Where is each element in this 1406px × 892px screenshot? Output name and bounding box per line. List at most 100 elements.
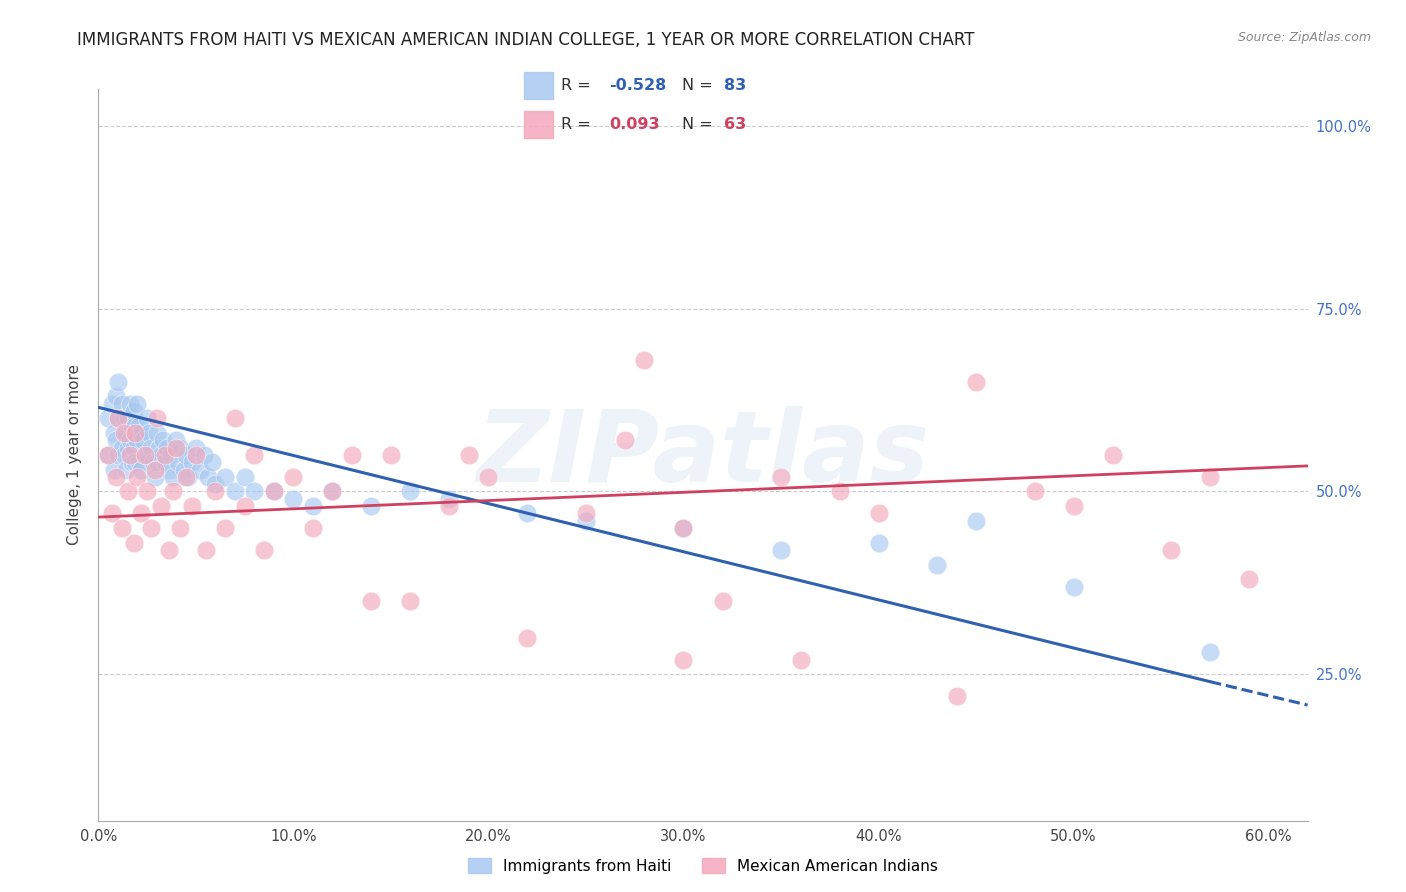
Text: R =: R = xyxy=(561,117,596,132)
Point xyxy=(103,462,125,476)
Point xyxy=(157,462,180,476)
Text: 83: 83 xyxy=(724,78,747,93)
Point xyxy=(107,375,129,389)
Point xyxy=(243,448,266,462)
Point xyxy=(174,470,197,484)
Point xyxy=(104,470,127,484)
Point xyxy=(575,507,598,521)
Point xyxy=(1237,572,1260,586)
Point xyxy=(139,441,162,455)
Point xyxy=(134,448,156,462)
Point xyxy=(157,543,180,558)
Point xyxy=(136,484,159,499)
Point xyxy=(112,425,135,440)
Point xyxy=(340,448,363,462)
Point xyxy=(360,594,382,608)
Point xyxy=(156,441,179,455)
Point xyxy=(153,455,176,469)
Point xyxy=(516,507,538,521)
Text: Source: ZipAtlas.com: Source: ZipAtlas.com xyxy=(1237,31,1371,45)
Point xyxy=(214,521,236,535)
Point xyxy=(184,441,207,455)
Point xyxy=(672,521,695,535)
Point xyxy=(233,470,256,484)
Point xyxy=(439,499,461,513)
Point xyxy=(114,425,136,440)
Text: -0.528: -0.528 xyxy=(609,78,666,93)
Point xyxy=(575,514,598,528)
Point xyxy=(224,411,246,425)
Point xyxy=(477,470,499,484)
Point xyxy=(159,448,181,462)
Text: N =: N = xyxy=(682,117,718,132)
Point xyxy=(131,507,153,521)
Point xyxy=(146,455,169,469)
Text: ZIPatlas: ZIPatlas xyxy=(477,407,929,503)
Point xyxy=(101,507,124,521)
Point xyxy=(458,448,481,462)
Point xyxy=(122,535,145,549)
Point xyxy=(142,455,165,469)
Point xyxy=(104,389,127,403)
Point xyxy=(253,543,276,558)
Point xyxy=(1199,470,1222,484)
Point xyxy=(167,455,190,469)
Point xyxy=(121,418,143,433)
Point xyxy=(1199,645,1222,659)
Point xyxy=(107,411,129,425)
Point xyxy=(169,441,191,455)
Point xyxy=(439,491,461,506)
Point xyxy=(111,441,134,455)
Point xyxy=(104,434,127,448)
Point xyxy=(122,441,145,455)
Point xyxy=(131,462,153,476)
Point xyxy=(181,455,204,469)
Text: IMMIGRANTS FROM HAITI VS MEXICAN AMERICAN INDIAN COLLEGE, 1 YEAR OR MORE CORRELA: IMMIGRANTS FROM HAITI VS MEXICAN AMERICA… xyxy=(77,31,974,49)
Point xyxy=(868,535,890,549)
Point xyxy=(146,411,169,425)
Point xyxy=(111,397,134,411)
Point xyxy=(263,484,285,499)
Point xyxy=(134,448,156,462)
Point xyxy=(112,448,135,462)
Point xyxy=(162,470,184,484)
Point xyxy=(97,448,120,462)
Point xyxy=(224,484,246,499)
Point xyxy=(138,425,160,440)
Point xyxy=(122,404,145,418)
Point xyxy=(360,499,382,513)
Point xyxy=(711,594,734,608)
Point xyxy=(204,477,226,491)
Point xyxy=(162,484,184,499)
Bar xyxy=(524,71,553,99)
Point xyxy=(302,499,325,513)
Point xyxy=(169,521,191,535)
Point xyxy=(214,470,236,484)
Point xyxy=(128,418,150,433)
Point xyxy=(868,507,890,521)
Point xyxy=(1160,543,1182,558)
Point xyxy=(97,411,120,425)
Point xyxy=(124,425,146,440)
Point xyxy=(1063,499,1085,513)
Point xyxy=(149,499,172,513)
Point xyxy=(965,375,987,389)
Point xyxy=(233,499,256,513)
Point xyxy=(769,543,792,558)
Point xyxy=(197,470,219,484)
Point xyxy=(127,470,149,484)
Point xyxy=(174,448,197,462)
Point xyxy=(117,484,139,499)
Point xyxy=(97,448,120,462)
Text: R =: R = xyxy=(561,78,596,93)
Point xyxy=(148,441,170,455)
Point xyxy=(184,448,207,462)
Point xyxy=(118,448,141,462)
Point xyxy=(283,470,305,484)
Point xyxy=(139,521,162,535)
Legend: Immigrants from Haiti, Mexican American Indians: Immigrants from Haiti, Mexican American … xyxy=(461,852,945,880)
Point xyxy=(124,455,146,469)
Point xyxy=(107,411,129,425)
Point xyxy=(194,543,217,558)
Point xyxy=(127,434,149,448)
